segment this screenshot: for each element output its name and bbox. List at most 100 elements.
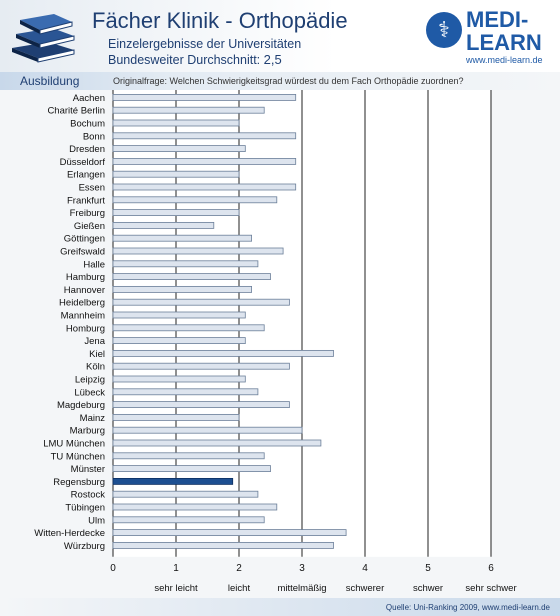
logo-line-2: LEARN	[466, 30, 542, 55]
category-label: Magdeburg	[57, 400, 105, 411]
bar-3	[112, 132, 297, 140]
bar-26	[112, 426, 303, 434]
category-label: Mainz	[80, 413, 106, 424]
category-label: Dresden	[69, 144, 105, 155]
category-label: Erlangen	[67, 170, 105, 181]
section-label: Ausbildung	[20, 74, 80, 88]
category-label: Tübingen	[65, 503, 105, 514]
category-label: Ulm	[88, 515, 105, 526]
bar-23	[112, 388, 259, 396]
category-label: LMU München	[43, 439, 105, 450]
bar-12	[112, 247, 284, 255]
bar-25	[112, 413, 240, 421]
scale-label: mittelmäßig	[277, 583, 326, 594]
category-label: Regensburg	[53, 477, 105, 488]
bar-13	[112, 260, 259, 268]
category-label: Greifswald	[60, 247, 105, 258]
bar-14	[112, 273, 271, 281]
bar-19	[112, 337, 246, 345]
bar-9	[112, 209, 240, 216]
bar-4	[112, 145, 246, 152]
subtitle: Einzelergebnisse der Universitäten Bunde…	[108, 37, 301, 68]
category-label: Essen	[79, 183, 105, 194]
category-label: Halle	[83, 259, 105, 270]
category-label: Frankfurt	[67, 195, 105, 206]
bar-15	[112, 285, 253, 293]
tick-label: 2	[236, 563, 242, 574]
source-text: Quelle: Uni-Ranking 2009, www.medi-learn…	[385, 603, 550, 612]
bar-29	[112, 465, 271, 473]
average-value: 2,5	[263, 52, 282, 67]
category-label: Mannheim	[61, 311, 105, 322]
subtitle-line-2: Bundesweiter Durchschnitt: 2,5	[108, 52, 301, 68]
category-label: Charité Berlin	[47, 106, 105, 117]
logo-url: www.medi-learn.de	[466, 55, 543, 65]
category-label: Witten-Herdecke	[34, 528, 105, 539]
logo-wordmark: MEDI- LEARN	[466, 8, 542, 54]
bar-34	[112, 529, 347, 537]
scale-label: schwerer	[346, 583, 385, 594]
subtitle-average-label: Bundesweiter Durchschnitt:	[108, 53, 261, 67]
tick-label: 0	[110, 563, 116, 574]
bar-17	[112, 311, 246, 319]
category-label: Bonn	[83, 131, 105, 142]
category-label: Homburg	[66, 323, 105, 334]
logo-line-1: MEDI-	[466, 7, 529, 32]
bar-0	[112, 94, 297, 101]
bar-31	[112, 490, 259, 498]
bar-21	[112, 362, 290, 370]
subtitle-line-1: Einzelergebnisse der Universitäten	[108, 37, 302, 51]
category-label: Leipzig	[75, 375, 105, 386]
category-label: Aachen	[73, 93, 105, 104]
category-label: Würzburg	[64, 541, 105, 552]
category-label: Rostock	[71, 490, 106, 501]
category-label: Marburg	[70, 426, 105, 437]
bar-24	[112, 401, 290, 409]
category-label: Heidelberg	[59, 298, 105, 309]
category-label: Göttingen	[64, 234, 105, 245]
tick-label: 5	[425, 563, 431, 574]
bar-18	[112, 324, 265, 332]
category-label: Kiel	[89, 349, 105, 360]
bar-20	[112, 349, 334, 357]
bar-2	[112, 119, 240, 127]
tick-label: 4	[362, 563, 368, 574]
category-label: Münster	[71, 464, 105, 475]
question-text: Originalfrage: Welchen Schwierigkeitsgra…	[113, 76, 464, 86]
bar-27	[112, 439, 322, 447]
bar-8	[112, 196, 278, 204]
bar-28	[112, 452, 265, 460]
bar-11	[112, 234, 253, 242]
bar-22	[112, 375, 246, 383]
category-label: Hannover	[64, 285, 105, 296]
header	[0, 0, 560, 72]
category-label: Köln	[86, 362, 105, 373]
scale-label: sehr schwer	[465, 583, 516, 594]
bar-33	[112, 516, 265, 524]
bar-16	[112, 298, 290, 306]
tick-label: 3	[299, 563, 305, 574]
scale-label: leicht	[228, 583, 251, 594]
section-band	[0, 72, 560, 90]
caduceus-icon: ⚕	[426, 12, 462, 48]
bar-5	[112, 158, 297, 165]
bar-1	[112, 106, 265, 114]
books-icon	[12, 14, 75, 63]
medi-learn-logo: ⚕ MEDI- LEARN www.medi-learn.de	[426, 8, 554, 70]
tick-label: 6	[488, 563, 494, 574]
bar-10	[112, 221, 215, 229]
category-label: TU München	[51, 451, 105, 462]
bar-35	[112, 541, 334, 549]
category-label: Freiburg	[70, 208, 105, 219]
category-label: Gießen	[74, 221, 105, 232]
bar-30	[112, 477, 234, 485]
scale-label: sehr leicht	[154, 583, 198, 594]
scale-label: schwer	[413, 583, 443, 594]
bar-32	[112, 503, 278, 511]
page-title: Fächer Klinik - Orthopädie	[92, 8, 348, 33]
category-label: Hamburg	[66, 272, 105, 283]
footer-band	[0, 598, 560, 616]
category-label: Lübeck	[74, 387, 105, 398]
bar-7	[112, 183, 297, 191]
